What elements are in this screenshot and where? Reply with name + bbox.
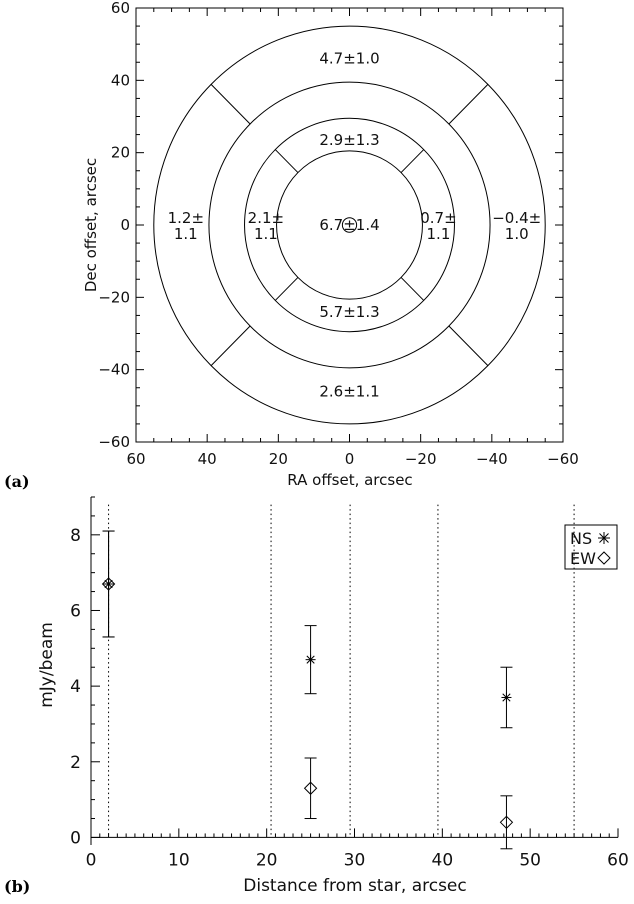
panel-a-rings: [153, 25, 546, 425]
legend-label-ew: EW: [570, 549, 596, 568]
y-tick-label: 4: [70, 677, 81, 697]
panel-b-ylabel: mJy/beam: [37, 622, 57, 708]
point-ns: [305, 654, 316, 665]
panel-b-axes: 0 10 20 30 40 50 60 0 2 4 6 8: [70, 496, 629, 870]
panel-b-xlabel: Distance from star, arcsec: [243, 876, 466, 896]
panel-a-ylabel: Dec offset, arcsec: [82, 158, 100, 292]
asterisk-stroke: [502, 693, 511, 702]
sector-divider: [274, 149, 299, 173]
y-tick-label: 20: [111, 144, 130, 162]
sector-divider: [400, 277, 425, 301]
point-ew: [303, 781, 318, 795]
x-tick-label: 60: [607, 850, 629, 870]
y-tick-label: 8: [70, 526, 81, 546]
region-label-outer-south: 2.6±1.1: [319, 382, 379, 400]
x-tick-label: 0: [345, 450, 355, 468]
y-tick-label: 0: [120, 216, 130, 234]
panel-a-xlabel: RA offset, arcsec: [287, 471, 412, 489]
legend-markers: [597, 532, 611, 565]
region-label-inner-north: 2.9±1.3: [319, 131, 379, 149]
region-label-inner-east: 1.1: [254, 225, 278, 243]
sector-divider: [210, 325, 251, 367]
ring: [276, 150, 423, 300]
region-label-outer-east: 1.1: [174, 225, 198, 243]
sector-divider: [400, 149, 425, 173]
x-tick-label: 20: [256, 850, 278, 870]
x-tick-label: 20: [269, 450, 288, 468]
panel-b-data-points: [101, 530, 514, 850]
region-label-outer-east: 1.2±: [168, 209, 204, 227]
x-tick-label: 30: [344, 850, 366, 870]
region-label-outer-west: −0.4±: [492, 209, 541, 227]
panel-a-ticks: 60 40 20 0 −20 −40 −60 −60 −40 −20 0 20 40 60: [98, 0, 578, 468]
asterisk-stroke: [306, 655, 315, 664]
x-tick-label: 40: [432, 850, 454, 870]
y-tick-label: 2: [70, 753, 81, 773]
panel-a-region-labels: 6.7±1.42.9±1.35.7±1.32.1±1.10.7±1.14.7±1…: [168, 50, 542, 401]
point-ns: [501, 692, 512, 703]
legend-marker-ns: [598, 532, 610, 544]
panel-b-flux-vs-distance: 0 10 20 30 40 50 60 0 2 4 6 8 NS EW Distance from s…: [37, 496, 629, 896]
point-ew: [499, 815, 514, 830]
legend-label-ns: NS: [570, 529, 592, 548]
sector-divider: [448, 83, 489, 125]
x-tick-label: 0: [86, 850, 97, 870]
star-marker: [341, 217, 358, 233]
y-tick-label: 40: [111, 71, 130, 89]
panel-b-ring-boundaries: [108, 504, 575, 838]
ring: [244, 117, 455, 333]
region-label-inner-south: 5.7±1.3: [319, 303, 379, 321]
sector-divider: [448, 325, 489, 367]
x-tick-label: −20: [405, 450, 437, 468]
panel-a-ring-map: 60 40 20 0 −20 −40 −60 −60 −40 −20 0 20 40 60 6.7±1.4…: [82, 0, 579, 489]
region-label-outer-west: 1.0: [505, 225, 529, 243]
x-tick-label: 60: [126, 450, 145, 468]
y-tick-label: 6: [70, 601, 81, 621]
region-label-inner-west: 0.7±: [420, 209, 456, 227]
y-tick-label: −40: [98, 361, 130, 379]
ring: [153, 25, 546, 425]
y-tick-label: 60: [111, 0, 130, 17]
region-label-inner-west: 1.1: [427, 225, 451, 243]
y-tick-label: −20: [98, 288, 130, 306]
legend-marker-ew: [597, 551, 611, 565]
x-tick-label: −60: [547, 450, 579, 468]
y-tick-label: 0: [70, 828, 81, 848]
x-tick-label: 10: [168, 850, 190, 870]
y-tick-label: −60: [98, 433, 130, 451]
asterisk-stroke: [599, 533, 609, 543]
x-tick-label: −40: [476, 450, 508, 468]
sector-divider: [274, 277, 299, 301]
sector-divider: [210, 83, 251, 125]
panel-a-label: (a): [4, 472, 30, 491]
region-label-inner-east: 2.1±: [248, 209, 284, 227]
region-label-outer-north: 4.7±1.0: [319, 50, 379, 68]
x-tick-label: 50: [519, 850, 541, 870]
ring: [208, 81, 491, 369]
x-tick-label: 40: [198, 450, 217, 468]
point-ew: [101, 577, 116, 591]
legend-box: [564, 524, 618, 570]
panel-b-label: (b): [4, 877, 30, 896]
panel-b-legend: NS EW: [564, 524, 618, 570]
region-label-center: 6.7±1.4: [319, 216, 379, 234]
